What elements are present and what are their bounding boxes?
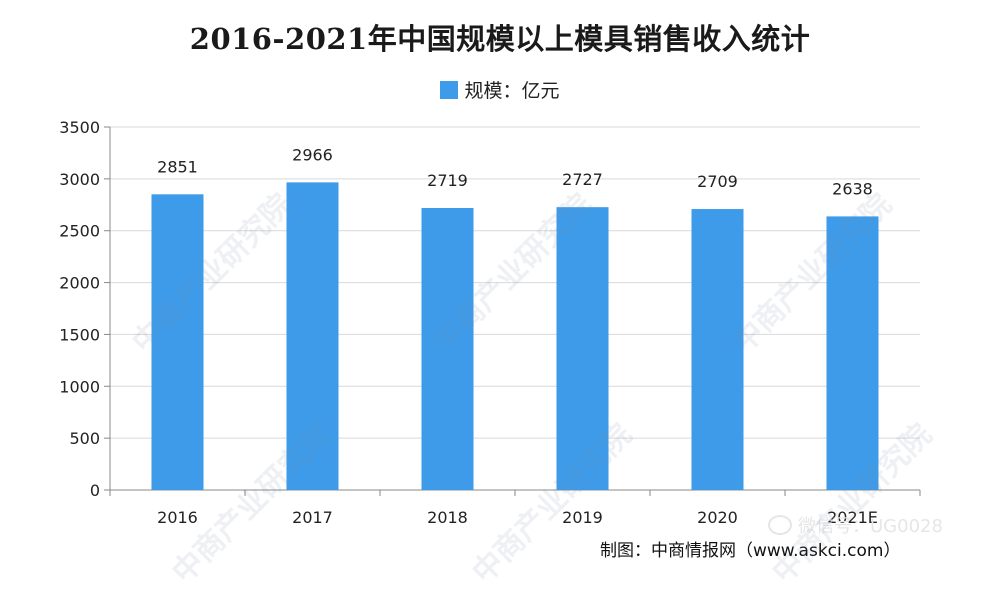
y-tick-label: 1500	[59, 325, 100, 344]
x-tick-label: 2016	[157, 508, 198, 527]
x-tick-label: 2017	[292, 508, 333, 527]
x-tick-label: 2021E	[827, 508, 878, 527]
wechat-icon	[768, 515, 792, 535]
chart-legend: 规模：亿元	[0, 76, 1000, 103]
data-label: 2719	[427, 171, 468, 190]
bar	[826, 216, 879, 490]
y-tick-label: 2000	[59, 274, 100, 293]
bar	[286, 182, 339, 490]
bar	[691, 209, 744, 490]
bar-chart: 0 500 1000 1500 2000 2500 3000 3500 2851 2016 2966…	[59, 118, 921, 527]
legend-swatch	[440, 80, 459, 99]
x-tick-label: 2018	[427, 508, 468, 527]
y-tick-label: 3500	[59, 118, 100, 137]
data-label: 2851	[157, 157, 198, 176]
data-label: 2709	[697, 172, 738, 191]
y-tick-label: 3000	[59, 170, 100, 189]
y-tick-label: 1000	[59, 377, 100, 396]
source-credit: 制图：中商情报网（www.askci.com）	[600, 541, 901, 561]
data-label: 2638	[832, 179, 873, 198]
chart-title: 2016-2021年中国规模以上模具销售收入统计	[189, 22, 811, 56]
bar	[421, 208, 474, 490]
data-label: 2727	[562, 170, 603, 189]
legend-label: 规模：亿元	[464, 80, 560, 102]
bar	[151, 194, 204, 490]
x-tick-label: 2020	[697, 508, 738, 527]
wechat-text: 微信号：UG0028	[798, 516, 943, 537]
bar	[556, 207, 609, 490]
y-tick-label: 0	[90, 481, 100, 500]
wechat-id: 微信号：UG0028	[768, 512, 943, 538]
data-label: 2966	[292, 145, 333, 164]
chart-page: 2016-2021年中国规模以上模具销售收入统计 规模：亿元 0 500 1000 1…	[0, 22, 1000, 590]
y-tick-label: 500	[69, 429, 100, 448]
x-tick-label: 2019	[562, 508, 603, 527]
y-tick-label: 2500	[59, 222, 100, 241]
